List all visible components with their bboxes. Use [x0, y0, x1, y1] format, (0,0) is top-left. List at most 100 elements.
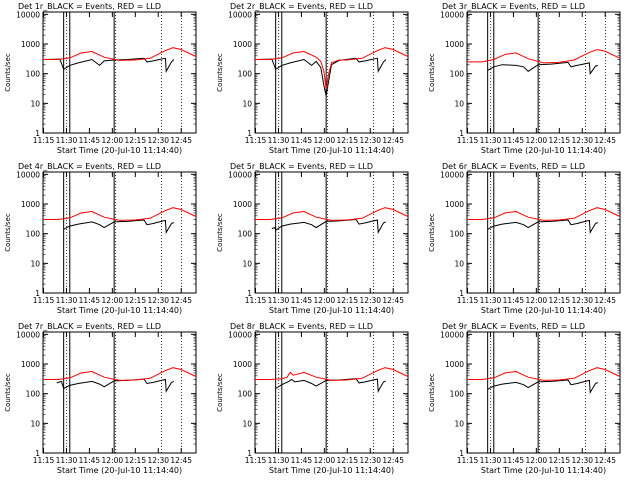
y-tick-label: 10000 — [228, 10, 252, 19]
series-line-events — [487, 61, 598, 76]
x-tick-label: 11:30 — [480, 136, 502, 145]
y-axis-label: Counts/sec — [216, 373, 224, 412]
x-tick-label: 11:30 — [56, 296, 78, 305]
plot-frame — [466, 331, 621, 454]
y-tick-label: 10000 — [228, 170, 252, 179]
x-axis-label: Start Time (20-Jul-10 11:14:40) — [57, 466, 182, 475]
x-tick-label: 12:45 — [170, 136, 192, 145]
y-tick-label: 100 — [238, 230, 253, 239]
y-tick-label: 1 — [459, 129, 464, 138]
x-tick-label: 11:45 — [79, 296, 101, 305]
plot-frame — [466, 171, 621, 294]
series-line-lld — [43, 207, 197, 221]
x-axis-label: Start Time (20-Jul-10 11:14:40) — [481, 146, 606, 155]
series-line-lld — [255, 367, 409, 381]
series-line-lld — [255, 207, 409, 221]
x-tick-label: 11:15 — [245, 456, 267, 465]
y-axis-label: Counts/sec — [428, 213, 436, 252]
x-tick-label: 12:00 — [526, 456, 548, 465]
x-tick-label: 11:15 — [33, 136, 55, 145]
y-axis-label: Counts/sec — [428, 53, 436, 92]
y-tick-label: 10000 — [440, 170, 464, 179]
y-tick-label: 1 — [35, 129, 40, 138]
panel-title: Det 1r_BLACK = Events, RED = LLD — [18, 2, 161, 11]
plot-frame — [42, 171, 197, 294]
x-tick-label: 11:15 — [245, 136, 267, 145]
plot-frame — [254, 171, 409, 294]
panel-title: Det 2r_BLACK = Events, RED = LLD — [230, 2, 373, 11]
y-tick-label: 10000 — [16, 170, 40, 179]
x-tick-label: 12:45 — [594, 296, 616, 305]
y-tick-label: 10 — [30, 99, 40, 108]
y-tick-label: 100 — [450, 70, 465, 79]
x-tick-label: 11:45 — [79, 136, 101, 145]
y-tick-label: 10000 — [228, 330, 252, 339]
x-tick-label: 12:30 — [359, 296, 381, 305]
y-tick-label: 100 — [26, 390, 41, 399]
series-line-events — [254, 57, 387, 96]
y-tick-label: 10 — [454, 99, 464, 108]
x-tick-label: 12:00 — [102, 296, 124, 305]
x-tick-label: 12:30 — [571, 296, 593, 305]
panel-det-1: Det 1r_BLACK = Events, RED = LLD 1 10 100 10… — [4, 2, 197, 155]
x-tick-label: 12:00 — [314, 456, 336, 465]
series-line-events — [42, 57, 175, 74]
x-tick-label: 11:45 — [79, 456, 101, 465]
y-tick-label: 100 — [450, 230, 465, 239]
y-tick-label: 10000 — [440, 10, 464, 19]
x-tick-label: 12:15 — [336, 136, 358, 145]
x-tick-label: 12:30 — [147, 136, 169, 145]
y-tick-label: 1 — [247, 289, 252, 298]
x-tick-label: 12:00 — [102, 456, 124, 465]
x-tick-label: 11:30 — [268, 456, 290, 465]
x-tick-label: 12:45 — [594, 456, 616, 465]
series-line-lld — [467, 367, 621, 381]
panel-title: Det 9r_BLACK = Events, RED = LLD — [442, 322, 585, 331]
x-tick-label: 11:30 — [480, 296, 502, 305]
x-tick-label: 11:45 — [503, 136, 525, 145]
panel-title: Det 6r_BLACK = Events, RED = LLD — [442, 162, 585, 171]
y-tick-label: 10000 — [16, 10, 40, 19]
x-tick-label: 11:45 — [291, 456, 313, 465]
x-tick-label: 11:30 — [268, 136, 290, 145]
y-tick-label: 1 — [459, 289, 464, 298]
x-tick-label: 12:15 — [124, 136, 146, 145]
x-tick-label: 12:45 — [382, 136, 404, 145]
y-tick-label: 10 — [242, 99, 252, 108]
plot-frame — [42, 331, 197, 454]
plot-frame — [42, 11, 197, 134]
x-tick-label: 12:45 — [170, 456, 192, 465]
x-tick-label: 12:00 — [314, 136, 336, 145]
panel-det-7: Det 7r_BLACK = Events, RED = LLD 1 10 100 10… — [4, 322, 197, 475]
x-axis-label: Start Time (20-Jul-10 11:14:40) — [269, 466, 394, 475]
x-axis-label: Start Time (20-Jul-10 11:14:40) — [481, 466, 606, 475]
panel-det-8: Det 8r_BLACK = Events, RED = LLD 1 10 100 10… — [216, 322, 409, 475]
y-tick-label: 1000 — [233, 360, 252, 369]
y-tick-label: 100 — [238, 390, 253, 399]
plot-frame — [254, 331, 409, 454]
plot-frame — [254, 11, 409, 134]
x-tick-label: 12:15 — [548, 296, 570, 305]
x-tick-label: 12:00 — [314, 296, 336, 305]
y-tick-label: 10 — [454, 419, 464, 428]
y-tick-label: 10 — [30, 419, 40, 428]
series-line-lld — [255, 47, 409, 90]
y-tick-label: 100 — [450, 390, 465, 399]
x-axis-label: Start Time (20-Jul-10 11:14:40) — [269, 306, 394, 315]
x-tick-label: 12:45 — [594, 136, 616, 145]
y-tick-label: 1000 — [21, 40, 40, 49]
y-tick-label: 1 — [247, 129, 252, 138]
x-tick-label: 12:30 — [571, 456, 593, 465]
y-tick-label: 1 — [35, 449, 40, 458]
panel-title: Det 8r_BLACK = Events, RED = LLD — [230, 322, 373, 331]
x-tick-label: 12:30 — [147, 456, 169, 465]
x-tick-label: 12:30 — [571, 136, 593, 145]
x-tick-label: 12:45 — [382, 296, 404, 305]
y-tick-label: 10 — [30, 259, 40, 268]
x-tick-label: 11:45 — [503, 456, 525, 465]
x-tick-label: 11:30 — [480, 456, 502, 465]
y-tick-label: 1000 — [233, 40, 252, 49]
y-tick-label: 1 — [459, 449, 464, 458]
x-tick-label: 12:00 — [526, 136, 548, 145]
